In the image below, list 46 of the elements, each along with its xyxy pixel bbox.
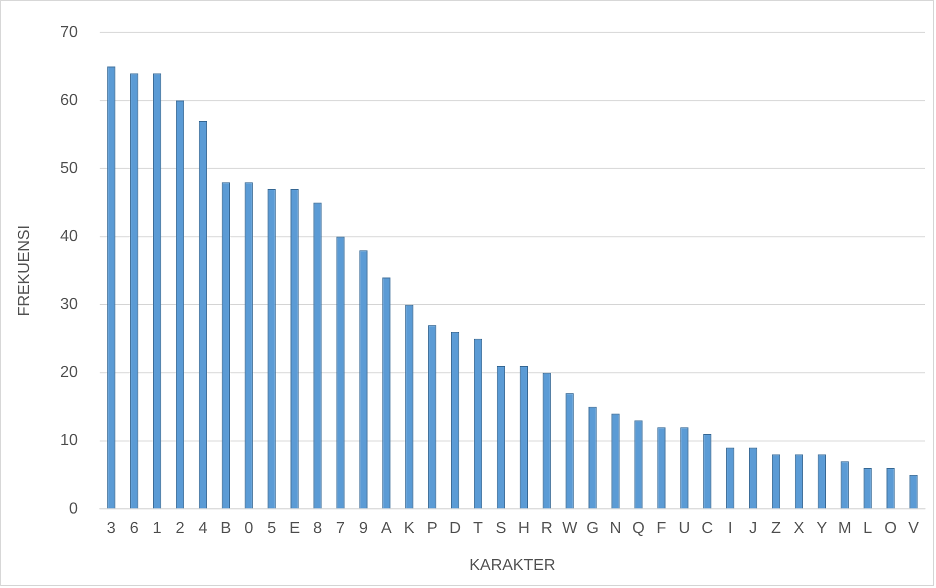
x-tick-label: 8 [313, 520, 322, 537]
x-tick-label: 3 [106, 520, 116, 537]
x-tick-label: K [404, 520, 415, 537]
x-tick-label: Q [632, 520, 645, 537]
x-tick-label: P [426, 520, 438, 537]
x-tick-label: M [838, 520, 852, 537]
y-tick-label: 30 [60, 296, 78, 314]
x-tick-label: J [749, 520, 758, 537]
y-tick-label: 40 [60, 228, 78, 246]
x-tick-label: U [678, 520, 690, 537]
x-tick-label: A [381, 520, 392, 537]
x-tick-label: E [289, 520, 300, 537]
x-tick-label: Z [771, 520, 782, 537]
y-tick-label: 60 [60, 92, 78, 109]
x-tick-label: 6 [130, 520, 139, 537]
x-tick-label: X [794, 520, 805, 537]
x-tick-label: F [656, 520, 667, 537]
x-tick-label: R [541, 520, 553, 537]
x-tick-label: D [449, 520, 461, 537]
x-tick-label: C [701, 520, 714, 537]
x-tick-label: T [473, 520, 484, 537]
x-tick-label: S [496, 520, 506, 537]
x-tick-label: B [220, 520, 232, 537]
x-tick-label: I [728, 520, 732, 537]
x-tick-label: 0 [244, 520, 254, 537]
x-tick-label: 7 [336, 520, 346, 537]
y-tick-label: 50 [60, 160, 78, 177]
x-tick-label: G [586, 520, 599, 537]
x-axis-title: KARAKTER [469, 556, 556, 574]
y-tick-label: 10 [60, 432, 78, 450]
y-tick-label: 70 [60, 24, 78, 41]
x-tick-label: Y [816, 520, 828, 537]
x-tick-label: L [863, 520, 872, 537]
x-tick-label: V [908, 520, 920, 537]
y-axis-title: FREKUENSI [16, 225, 33, 316]
y-tick-label: 20 [60, 364, 78, 382]
x-tick-label: 1 [152, 520, 162, 537]
x-tick-label: W [562, 520, 578, 537]
x-tick-label: H [518, 520, 530, 537]
x-tick-label: 4 [198, 520, 208, 537]
x-tick-label: 5 [267, 520, 276, 537]
x-tick-label: O [884, 520, 897, 537]
x-tick-label: N [610, 520, 622, 537]
x-tick-label: 2 [176, 520, 185, 537]
x-tick-label: 9 [358, 520, 368, 537]
y-tick-label: 0 [68, 500, 78, 518]
